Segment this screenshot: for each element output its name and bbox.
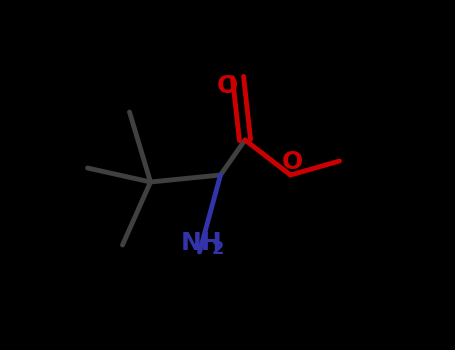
Text: O: O <box>282 150 303 174</box>
Text: NH: NH <box>180 231 222 255</box>
Text: 2: 2 <box>212 240 224 258</box>
Text: O: O <box>217 74 238 98</box>
